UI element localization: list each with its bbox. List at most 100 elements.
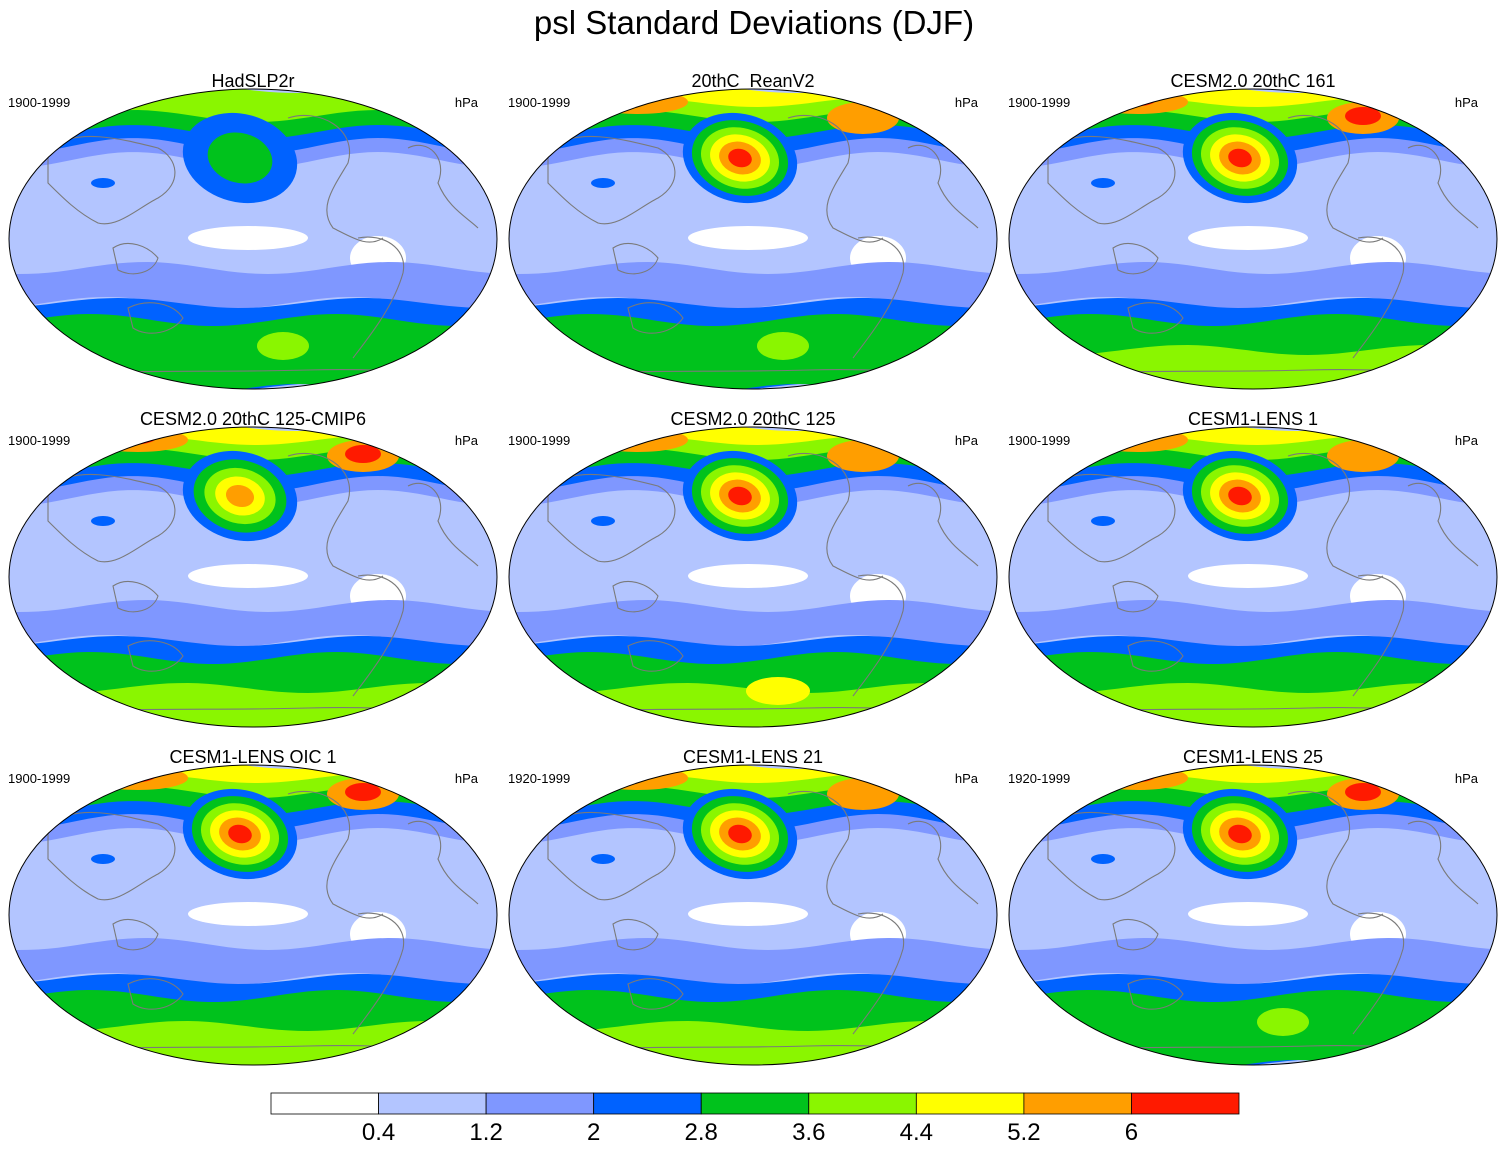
aleutian-max bbox=[182, 450, 298, 542]
period-label: 1900-1999 bbox=[1008, 433, 1071, 448]
map-projection bbox=[508, 426, 998, 728]
siberia-core bbox=[100, 769, 156, 783]
aleutian-max bbox=[1182, 788, 1298, 880]
colorbar-tick-label: 5.2 bbox=[1007, 1119, 1041, 1146]
north-band-l6 bbox=[509, 89, 997, 107]
panel-title: CESM2.0 20thC 125 bbox=[670, 409, 836, 429]
tropical-patch bbox=[188, 902, 308, 926]
colorbar-tick-label: 4.4 bbox=[899, 1119, 934, 1146]
map-outline bbox=[1008, 764, 1498, 1066]
map-panel: CESM2.0 20thC 125-CMIP6 1900-1999 hPa bbox=[8, 408, 498, 728]
tibet-spot bbox=[1091, 516, 1115, 526]
north-atlantic-max bbox=[827, 778, 899, 810]
period-label: 1900-1999 bbox=[8, 95, 71, 110]
units-label: hPa bbox=[454, 771, 478, 786]
aleutian-max bbox=[182, 788, 298, 880]
panel-title: HadSLP2r bbox=[211, 71, 295, 91]
map-panel: 20thC_ReanV2 1900-1999 hPa bbox=[508, 70, 998, 390]
coastlines bbox=[1027, 790, 1489, 1055]
panel-title: CESM1-LENS 25 bbox=[1182, 747, 1324, 767]
map-panel: CESM1-LENS 1 1900-1999 hPa bbox=[1008, 408, 1498, 728]
south-max bbox=[1257, 1008, 1309, 1036]
south-band-l5 bbox=[9, 683, 497, 727]
map-outline bbox=[8, 88, 498, 390]
colorbar-segment bbox=[700, 1092, 810, 1115]
units-label: hPa bbox=[454, 95, 478, 110]
map-outline bbox=[508, 88, 998, 390]
map-projection bbox=[8, 426, 498, 728]
tropical-patch bbox=[188, 226, 308, 250]
north-band-l6 bbox=[1009, 765, 1497, 783]
period-label: 1920-1999 bbox=[1008, 771, 1071, 786]
units-label: hPa bbox=[954, 771, 978, 786]
colorbar-segment bbox=[593, 1092, 702, 1115]
tibet-spot bbox=[1091, 178, 1115, 188]
north-atlantic-max bbox=[827, 102, 899, 134]
units-label: hPa bbox=[1454, 95, 1478, 110]
aleutian-max bbox=[182, 112, 298, 204]
north-atlantic-core bbox=[1345, 783, 1381, 801]
map-projection bbox=[508, 88, 998, 390]
units-label: hPa bbox=[954, 95, 978, 110]
colorbar-tick-label: 1.2 bbox=[469, 1119, 503, 1146]
north-atlantic-max bbox=[1327, 440, 1399, 472]
map-projection bbox=[1008, 88, 1498, 390]
map-projection bbox=[8, 764, 498, 1066]
map-panel: CESM1-LENS OIC 1 1900-1999 hPa bbox=[8, 746, 498, 1066]
tibet-spot bbox=[591, 516, 615, 526]
south-band-l4 bbox=[1009, 990, 1497, 1065]
map-panel: CESM1-LENS 25 1920-1999 hPa bbox=[1008, 746, 1498, 1066]
period-label: 1900-1999 bbox=[508, 433, 571, 448]
map-panel: CESM2.0 20thC 161 1900-1999 hPa bbox=[1008, 70, 1498, 390]
south-band-l5 bbox=[1009, 683, 1497, 727]
north-atlantic-core bbox=[1345, 107, 1381, 125]
north-band-l6 bbox=[9, 427, 497, 445]
siberia-max bbox=[1088, 428, 1188, 452]
figure-title: psl Standard Deviations (DJF) bbox=[533, 4, 975, 41]
north-band-l6 bbox=[1009, 89, 1497, 107]
tibet-spot bbox=[591, 854, 615, 864]
aleutian-max bbox=[682, 450, 798, 542]
siberia-max bbox=[588, 428, 688, 452]
map-panel: CESM1-LENS 21 1920-1999 hPa bbox=[508, 746, 998, 1066]
siberia-core bbox=[1100, 769, 1156, 783]
north-band-l6 bbox=[509, 427, 997, 445]
colorbar-tick-label: 2.8 bbox=[684, 1119, 718, 1146]
south-max bbox=[257, 332, 309, 360]
map-panel: CESM2.0 20thC 125 1900-1999 hPa bbox=[508, 408, 998, 728]
north-band-l6 bbox=[509, 765, 997, 783]
tibet-spot bbox=[91, 178, 115, 188]
units-label: hPa bbox=[454, 433, 478, 448]
map-projection bbox=[1008, 426, 1498, 728]
north-band-l6 bbox=[9, 765, 497, 783]
colorbar-tick-label: 2 bbox=[586, 1119, 601, 1146]
south-band-l4 bbox=[9, 314, 497, 389]
units-label: hPa bbox=[1454, 771, 1478, 786]
siberia-max bbox=[588, 766, 688, 790]
colorbar-segment bbox=[485, 1092, 595, 1115]
aleutian-max bbox=[682, 788, 798, 880]
siberia-max bbox=[88, 428, 188, 452]
period-label: 1900-1999 bbox=[1008, 95, 1071, 110]
map-outline bbox=[508, 764, 998, 1066]
colorbar-tick-label: 6 bbox=[1124, 1119, 1139, 1146]
units-label: hPa bbox=[1454, 433, 1478, 448]
panel-title: CESM1-LENS 21 bbox=[682, 747, 824, 767]
tibet-spot bbox=[91, 854, 115, 864]
south-band-l5 bbox=[509, 1021, 997, 1065]
map-outline bbox=[508, 426, 998, 728]
south-band-l5 bbox=[1009, 345, 1497, 389]
siberia-max bbox=[88, 766, 188, 790]
period-label: 1920-1999 bbox=[508, 771, 571, 786]
panel-title: CESM2.0 20thC 125-CMIP6 bbox=[139, 409, 367, 429]
north-band-l6 bbox=[9, 89, 497, 107]
siberia-core bbox=[1100, 93, 1156, 107]
colorbar-segment bbox=[1131, 1092, 1240, 1115]
siberia-core bbox=[100, 431, 156, 445]
colorbar-tick-label: 3.6 bbox=[792, 1119, 826, 1146]
tropical-patch bbox=[688, 226, 808, 250]
south-band-l4 bbox=[509, 314, 997, 389]
aleutian-max bbox=[1182, 112, 1298, 204]
panel-title: CESM1-LENS OIC 1 bbox=[169, 747, 337, 767]
siberia-max bbox=[1088, 90, 1188, 114]
